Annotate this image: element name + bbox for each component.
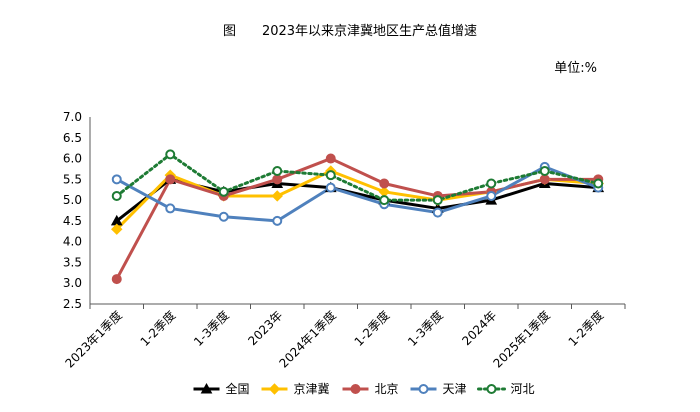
data-point-3 [379,178,390,189]
legend-label: 天津 [443,382,467,396]
y-tick-label: 6.5 [63,131,82,145]
data-point-2 [271,190,283,202]
series-lines [115,152,600,280]
data-point-5 [272,166,283,177]
data-point-5 [432,195,443,206]
legend-marker-2 [268,383,281,395]
data-point-4 [325,182,336,193]
data-point-4 [111,174,122,185]
x-tick-label: 1-2季度 [351,308,392,349]
data-point-3 [272,174,283,185]
series-markers [110,149,605,285]
data-point-3 [165,174,176,185]
chart-title: 图 2023年以来京津冀地区生产总值增速 [222,24,478,39]
data-point-5 [325,170,336,181]
series-line-2 [115,169,599,231]
data-point-5 [379,195,390,206]
x-tick-label: 2024年1季度 [276,308,339,371]
y-tick-label: 3.5 [63,255,82,269]
legend-label: 京津冀 [294,382,330,396]
y-tick-label: 6.0 [63,152,82,166]
unit-label: 单位:% [554,61,597,76]
data-point-4 [165,203,176,214]
data-point-3 [111,274,122,285]
legend-marker-5 [486,384,497,394]
legend-label: 河北 [511,382,535,396]
legend-marker-4 [418,384,429,394]
data-point-5 [111,190,122,201]
y-tick-label: 5.5 [63,172,82,186]
legend: 全国 京津冀 北京 天津 河北 [193,381,535,396]
x-tick-label: 2025年1季度 [490,308,553,371]
data-point-4 [486,190,497,201]
y-tick-label: 3.0 [63,276,82,290]
series-line-3 [115,157,599,280]
data-point-5 [165,149,176,160]
y-tick-labels: 7.0 6.5 6.0 5.5 5.0 4.5 4.0 3.5 3.0 2.5 [63,110,82,311]
data-point-5 [539,166,550,177]
legend-label: 北京 [375,382,399,396]
data-point-4 [218,211,229,222]
x-tick-label: 1-3季度 [190,308,231,349]
x-tick-label: 2023年 [245,308,285,348]
x-tick-label: 1-2季度 [565,308,606,349]
data-point-5 [218,186,229,197]
legend-label: 全国 [226,381,250,396]
y-tick-label: 2.5 [63,297,82,311]
y-tick-label: 4.5 [63,214,82,228]
data-point-3 [539,174,550,185]
y-tick-label: 5.0 [63,193,82,207]
x-tick-label: 1-2季度 [137,308,178,349]
legend-marker-1 [200,382,213,394]
data-point-5 [593,178,604,189]
data-point-4 [272,215,283,226]
x-tick-label: 2023年1季度 [62,308,125,371]
axes [89,117,626,309]
y-tick-label: 4.0 [63,235,82,249]
x-tick-label: 2024年 [459,308,499,348]
data-point-4 [432,207,443,218]
x-tick-label: 1-3季度 [404,308,445,349]
data-point-2 [111,223,123,235]
data-point-5 [486,178,497,189]
data-point-3 [325,153,336,164]
series-line-5 [115,152,600,202]
series-line-4 [116,165,599,223]
legend-marker-3 [350,384,361,394]
y-tick-label: 7.0 [63,110,82,124]
